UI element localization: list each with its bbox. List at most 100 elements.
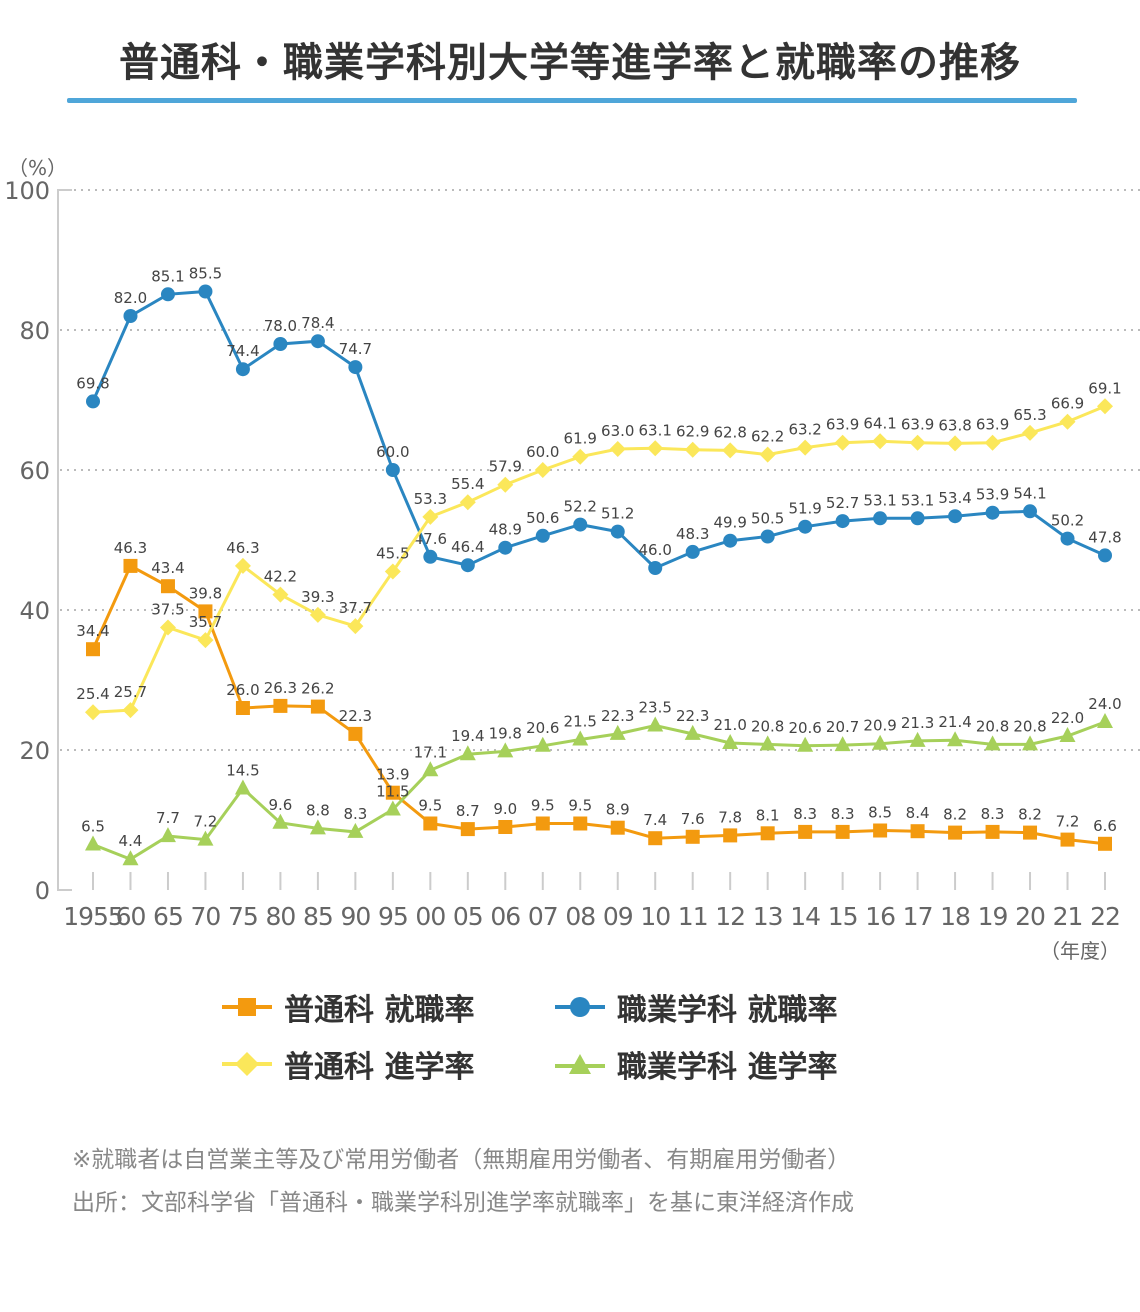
data-label: 74.7 xyxy=(339,340,372,358)
data-label: 69.8 xyxy=(76,374,109,392)
series-line-1 xyxy=(91,289,1106,570)
data-point xyxy=(123,558,138,573)
data-point xyxy=(685,544,700,559)
data-label: 39.3 xyxy=(301,588,334,606)
data-label: 21.4 xyxy=(938,713,971,731)
data-point xyxy=(609,724,626,740)
data-point xyxy=(1023,825,1038,840)
data-label: 62.2 xyxy=(751,428,784,446)
data-label: 39.8 xyxy=(189,584,222,602)
data-label: 23.5 xyxy=(639,699,672,717)
x-tick-label: 80 xyxy=(266,902,296,931)
data-point xyxy=(423,549,438,564)
data-label: 26.0 xyxy=(226,681,259,699)
data-label: 48.9 xyxy=(489,521,522,539)
series-line-3 xyxy=(92,720,1106,861)
data-point xyxy=(160,579,175,594)
data-point xyxy=(535,528,550,543)
data-label: 49.9 xyxy=(713,514,746,532)
data-point xyxy=(798,824,813,839)
data-label: 63.9 xyxy=(826,416,859,434)
data-point xyxy=(834,434,851,451)
data-point xyxy=(459,745,476,761)
x-tick-label: 15 xyxy=(828,902,858,931)
data-label: 17.1 xyxy=(414,743,447,761)
legend-marker-diamond-icon xyxy=(222,1052,272,1076)
data-label: 8.3 xyxy=(981,805,1005,823)
data-point xyxy=(647,440,664,457)
data-point xyxy=(1059,413,1076,430)
data-point xyxy=(684,441,701,458)
data-label: 21.0 xyxy=(713,716,746,734)
data-label: 82.0 xyxy=(114,289,147,307)
y-axis-label: （%） xyxy=(8,156,67,180)
data-point xyxy=(647,716,664,732)
data-point xyxy=(86,642,100,657)
data-point xyxy=(348,360,363,375)
data-point xyxy=(86,394,100,409)
legend-marker-circle-icon xyxy=(555,997,605,1017)
data-point xyxy=(572,730,589,746)
data-point xyxy=(1022,424,1039,441)
data-point xyxy=(347,618,364,635)
data-point xyxy=(348,726,363,741)
data-point xyxy=(1097,398,1113,415)
data-point xyxy=(985,505,1000,520)
data-label: 63.2 xyxy=(788,421,821,439)
data-label: 45.5 xyxy=(376,545,409,563)
data-label: 21.3 xyxy=(901,714,934,732)
data-point xyxy=(235,362,250,377)
data-label: 63.8 xyxy=(938,416,971,434)
data-point xyxy=(684,724,701,740)
data-point xyxy=(723,533,738,548)
data-label: 62.9 xyxy=(676,423,709,441)
x-tick-label: 95 xyxy=(378,902,408,931)
data-label: 7.4 xyxy=(643,811,667,829)
data-label: 20.6 xyxy=(788,719,821,737)
data-label: 8.7 xyxy=(456,802,480,820)
data-label: 9.5 xyxy=(568,797,592,815)
data-point xyxy=(909,731,926,747)
data-label: 26.2 xyxy=(301,680,334,698)
data-point xyxy=(1023,504,1038,519)
data-label: 24.0 xyxy=(1088,695,1121,713)
y-tick-label: 80 xyxy=(19,317,50,345)
data-point xyxy=(947,731,964,747)
x-tick-label: 1955 xyxy=(63,902,123,931)
data-point xyxy=(1059,727,1076,742)
data-label: 35.7 xyxy=(189,613,222,631)
y-tick-label: 100 xyxy=(4,177,50,205)
data-label: 53.1 xyxy=(863,491,896,509)
data-label: 22.3 xyxy=(676,707,709,725)
x-tick-label: 11 xyxy=(678,902,708,931)
data-point xyxy=(122,702,139,719)
data-label: 8.9 xyxy=(606,801,630,819)
data-point xyxy=(835,824,850,839)
data-point xyxy=(610,820,625,835)
data-point xyxy=(835,514,850,529)
data-label: 8.1 xyxy=(756,806,780,824)
data-point xyxy=(985,824,1000,839)
x-tick-label: 16 xyxy=(865,902,895,931)
data-label: 26.3 xyxy=(264,679,297,697)
chart-title: 普通科・職業学科別大学等進学率と就職率の推移 xyxy=(119,40,1021,86)
data-point xyxy=(872,734,889,750)
data-label: 6.5 xyxy=(81,818,105,836)
x-tick-label: 90 xyxy=(340,902,370,931)
data-label: 52.2 xyxy=(564,498,597,516)
data-point xyxy=(948,509,963,524)
data-label: 74.4 xyxy=(226,342,259,360)
data-label: 61.9 xyxy=(564,430,597,448)
data-label: 53.4 xyxy=(938,489,971,507)
data-label: 50.5 xyxy=(751,510,784,528)
data-label: 37.5 xyxy=(151,601,184,619)
data-point xyxy=(384,800,401,816)
data-label: 21.5 xyxy=(564,713,597,731)
data-label: 46.3 xyxy=(226,539,259,557)
data-point xyxy=(498,820,513,834)
data-label: 6.6 xyxy=(1093,817,1117,835)
x-tick-label: 75 xyxy=(228,902,258,931)
data-point xyxy=(160,287,175,302)
legend-marker-triangle-icon xyxy=(555,1054,605,1074)
